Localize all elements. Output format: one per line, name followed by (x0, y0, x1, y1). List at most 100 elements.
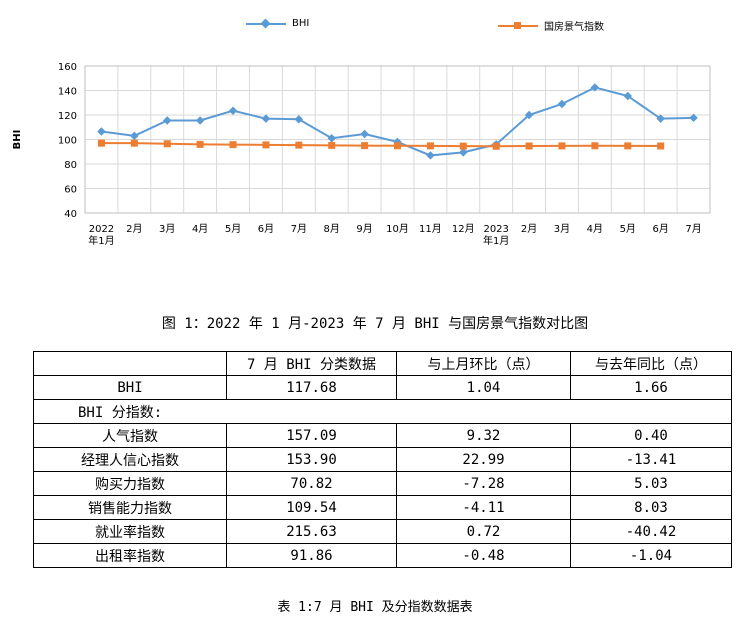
x-tick-label: 3月 (159, 223, 175, 235)
table-cell: 109.54 (226, 495, 397, 520)
table-cell: -0.48 (396, 543, 571, 568)
table-row: 经理人信心指数 153.90 22.99 -13.41 (33, 447, 732, 472)
table-cell: 153.90 (226, 447, 397, 472)
line-chart: 40 60 80 100 120 140 160 BHI 2022 年1月 2月 3月 4月 5月 6月 7月… (12, 62, 711, 247)
table-cell: -40.42 (570, 519, 732, 544)
row-label: 人气指数 (33, 423, 227, 448)
data-point-bhi (195, 116, 205, 125)
table-cell: -4.11 (396, 495, 571, 520)
table-row: 销售能力指数 109.54 -4.11 8.03 (33, 495, 732, 520)
x-tick-label: 2022 年1月 (88, 224, 114, 247)
y-tick-label: 60 (64, 185, 77, 196)
data-point-bhi (228, 106, 238, 115)
header-cell: 7 月 BHI 分类数据 (226, 351, 397, 376)
y-tick-label: 140 (58, 87, 77, 98)
row-label: 出租率指数 (33, 543, 227, 568)
table-cell: 1.66 (570, 375, 732, 400)
line-diamond-icon (246, 18, 286, 29)
x-tick-label: 4月 (192, 223, 208, 235)
row-label: BHI (33, 375, 227, 400)
data-point-gfj (130, 139, 138, 147)
row-label: 经理人信心指数 (33, 447, 227, 472)
data-point-gfj (196, 140, 204, 148)
data-point-bhi (557, 99, 567, 109)
subindex-heading: BHI 分指数: (33, 399, 732, 424)
table-header-row: 7 月 BHI 分类数据 与上月环比（点） 与去年同比（点） (33, 351, 732, 376)
data-point-bhi (327, 134, 336, 143)
y-axis-label: BHI (12, 130, 23, 150)
data-point-gfj (394, 142, 401, 150)
table-cell: 9.32 (396, 423, 571, 448)
header-cell: 与上月环比（点） (396, 351, 571, 376)
bhi-data-table: 7 月 BHI 分类数据 与上月环比（点） 与去年同比（点） BHI 117.6… (33, 351, 732, 568)
legend-label-gfj: 国房景气指数 (544, 22, 604, 33)
data-point-gfj (459, 142, 467, 150)
table-cell: 0.72 (396, 519, 571, 544)
x-tick-label: 9月 (356, 223, 372, 235)
table-subheader-row: BHI 分指数: (33, 399, 732, 424)
x-tick-label: 6月 (652, 223, 668, 235)
x-tick-label: 10月 (386, 223, 409, 235)
x-tick-label: 6月 (258, 223, 274, 235)
legend-item-gfj: 国房景气指数 (498, 18, 604, 33)
table-cell: 22.99 (396, 447, 571, 472)
data-point-gfj (361, 142, 369, 150)
data-point-gfj (328, 141, 336, 149)
x-tick-label: 2月 (126, 223, 142, 235)
row-label: 销售能力指数 (33, 495, 227, 520)
data-point-bhi (162, 116, 172, 125)
x-tick-label: 12月 (452, 223, 475, 235)
data-point-gfj (558, 142, 566, 150)
table-cell: 157.09 (226, 423, 397, 448)
row-label: 就业率指数 (33, 519, 227, 544)
x-tick-label: 11月 (419, 223, 442, 235)
row-label: 购买力指数 (33, 471, 227, 496)
y-tick-label: 120 (58, 111, 77, 122)
plot-area (84, 65, 711, 214)
table-cell: 70.82 (226, 471, 397, 496)
data-point-gfj (97, 139, 105, 147)
series-line-gfj (101, 142, 661, 148)
table-cell: 8.03 (570, 495, 732, 520)
table-row: 人气指数 157.09 9.32 0.40 (33, 423, 732, 448)
x-tick-label: 7月 (291, 223, 307, 235)
y-tick-label: 160 (58, 62, 77, 73)
data-point-gfj (525, 142, 533, 150)
table-row-bhi: BHI 117.68 1.04 1.66 (33, 375, 732, 400)
table-cell: 1.04 (396, 375, 571, 400)
table-cell: 91.86 (226, 543, 397, 568)
table-cell: -13.41 (570, 447, 732, 472)
table-cell: -7.28 (396, 471, 571, 496)
table-cell: 117.68 (226, 375, 397, 400)
legend-label-bhi: BHI (292, 18, 310, 29)
data-point-bhi (294, 115, 304, 124)
x-tick-label: 5月 (620, 223, 636, 235)
x-tick-label: 2月 (521, 223, 537, 235)
table-row: 购买力指数 70.82 -7.28 5.03 (33, 471, 732, 496)
table-row: 就业率指数 215.63 0.72 -40.42 (33, 519, 732, 544)
data-point-gfj (492, 142, 500, 150)
table-row: 出租率指数 91.86 -0.48 -1.04 (33, 543, 732, 568)
x-tick-label: 8月 (324, 223, 340, 235)
x-tick-label: 7月 (685, 223, 701, 235)
data-point-bhi (459, 148, 468, 157)
line-square-icon (498, 21, 538, 31)
x-tick-label: 3月 (554, 223, 570, 235)
x-tick-label: 2023 年1月 (483, 224, 509, 247)
data-point-gfj (295, 141, 303, 149)
data-point-bhi (426, 151, 435, 160)
table-cell: 215.63 (226, 519, 397, 544)
header-cell (33, 351, 227, 376)
data-point-bhi (261, 114, 271, 123)
data-point-bhi (97, 127, 106, 136)
data-point-gfj (262, 141, 270, 149)
table-cell: -1.04 (570, 543, 732, 568)
y-tick-label: 40 (64, 209, 77, 220)
data-point-gfj (591, 142, 599, 150)
data-point-bhi (360, 129, 369, 139)
table-caption: 表 1:7 月 BHI 及分指数数据表 (277, 600, 473, 615)
data-point-gfj (624, 142, 632, 150)
data-point-gfj (229, 141, 237, 149)
data-point-gfj (657, 142, 665, 150)
y-tick-label: 80 (64, 160, 77, 171)
